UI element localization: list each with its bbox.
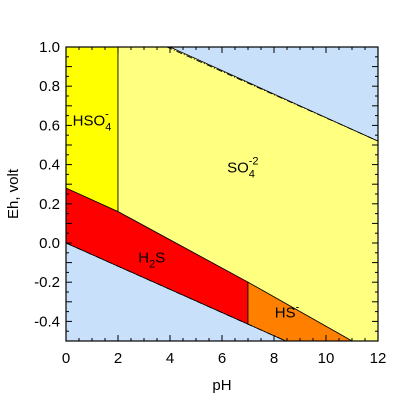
x-tick-label: 12 bbox=[370, 350, 387, 367]
y-tick-label: 0.2 bbox=[39, 196, 60, 213]
x-tick-label: 6 bbox=[218, 350, 226, 367]
region-label-subscript: 4 bbox=[105, 121, 111, 133]
clipped-layer bbox=[66, 47, 378, 341]
y-tick-label: -0.2 bbox=[34, 274, 60, 291]
region-label-base: HS bbox=[275, 304, 296, 321]
region-label-h2s: H2S bbox=[138, 250, 165, 271]
region-label-suffix: S bbox=[155, 250, 165, 267]
y-tick-label: 1.0 bbox=[39, 39, 60, 56]
region-label-base: SO bbox=[227, 159, 249, 176]
x-tick-label: 0 bbox=[62, 350, 70, 367]
axis-ticks bbox=[65, 46, 379, 342]
region-label-base: H bbox=[138, 250, 149, 267]
y-tick-label: -0.4 bbox=[34, 313, 60, 330]
y-tick-label: 0.0 bbox=[39, 235, 60, 252]
y-tick-label: 0.8 bbox=[39, 78, 60, 95]
region-label-superscript: - bbox=[296, 301, 300, 313]
x-axis-label: pH bbox=[212, 377, 231, 394]
water-line-lower bbox=[66, 242, 287, 341]
region-label-so4-2: SO4-2 bbox=[227, 155, 258, 180]
region-hs- bbox=[247, 281, 353, 341]
y-axis-label: Eh, volt bbox=[5, 168, 22, 219]
y-tick-label: 0.4 bbox=[39, 157, 60, 174]
region-label-base: HSO bbox=[73, 112, 106, 129]
x-tick-label: 10 bbox=[318, 350, 335, 367]
region-label-superscript: - bbox=[105, 108, 109, 120]
y-tick-label: 0.6 bbox=[39, 117, 60, 134]
x-tick-label: 4 bbox=[166, 350, 174, 367]
water-line-upper bbox=[165, 47, 378, 142]
x-tick-label: 8 bbox=[270, 350, 278, 367]
region-label-subscript: 4 bbox=[249, 168, 255, 180]
region-label-superscript: -2 bbox=[249, 155, 259, 167]
x-tick-label: 2 bbox=[114, 350, 122, 367]
region-label-hs-: HS- bbox=[275, 301, 300, 321]
region-label-hso4-: HSO4- bbox=[73, 108, 112, 133]
tick-labels: 0 2 4 6 8 10 12 -0.4 -0.2 0.0 0.2 0.4 0.6 0.8 1.0 bbox=[34, 39, 386, 367]
region-label-subscript: 2 bbox=[149, 259, 155, 271]
